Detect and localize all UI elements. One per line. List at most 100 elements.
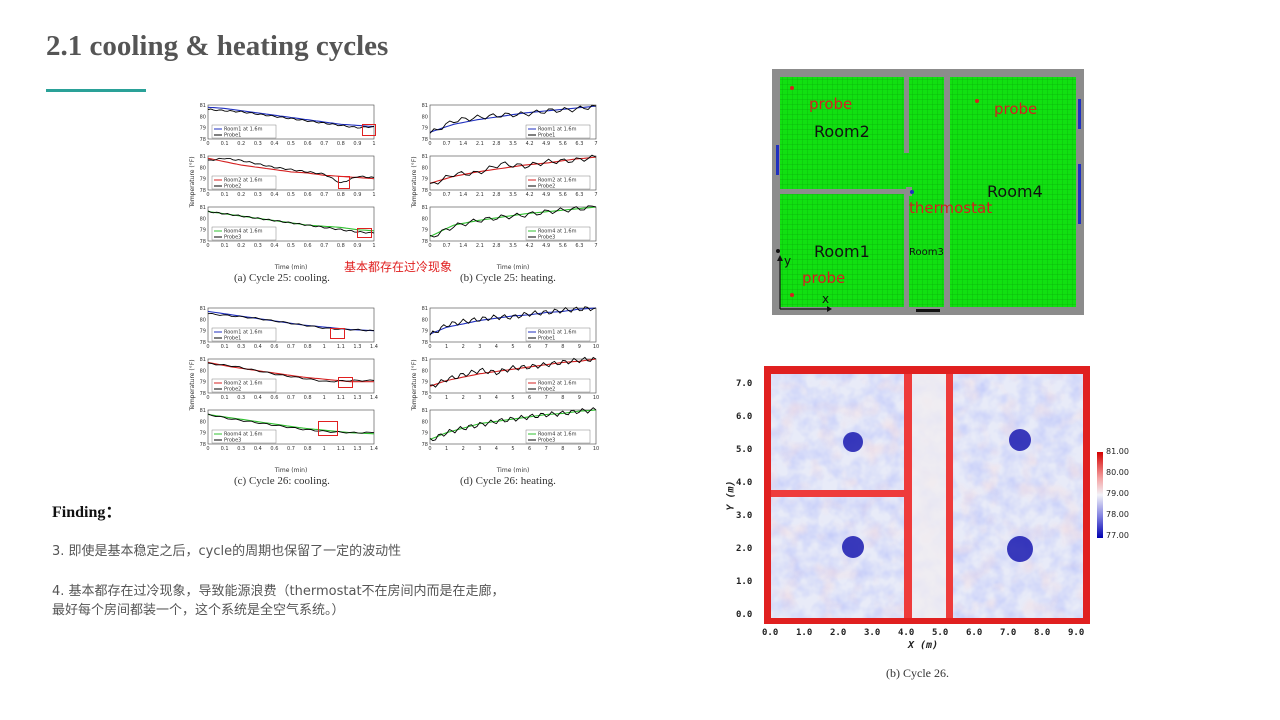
x-tick-label: 0.1 [221,141,229,147]
x-tick-label: 6 [528,344,531,350]
x-tick-label: 6 [528,395,531,401]
heatmap-caption: (b) Cycle 26. [886,666,949,680]
x-tick-label: 2 [462,344,465,350]
x-tick-label: 0.8 [337,243,345,249]
x-tick-label: 7.0 [1000,628,1017,638]
x-tick-label: 8 [561,395,564,401]
y-tick-label: 1.0 [736,577,753,587]
colorbar-tick-label: 79.00 [1106,489,1129,498]
wall [906,187,912,196]
x-tick-label: 0.6 [304,141,312,147]
x-tick-label: 0.3 [254,243,262,249]
x-tick-label: 4.2 [526,243,534,249]
y-tick-label: 80 [422,419,428,425]
x-tick-label: 4.2 [526,141,534,147]
colorbar-tick-label: 77.00 [1106,531,1129,540]
x-tick-label: 7 [594,141,597,147]
x-tick-label: 5.6 [559,243,567,249]
series-line-probe [429,407,597,442]
room1-label: Room1 [814,242,870,261]
series-line-probe [207,108,375,129]
x-tick-label: 0.7 [443,243,451,249]
y-tick-label: 79 [422,126,428,132]
x-tick-label: 2.0 [830,628,847,638]
x-tick-label: 0 [428,446,431,452]
legend-box [211,175,277,190]
x-tick-label: 9.0 [1068,628,1085,638]
x-tick-label: 0 [206,243,209,249]
finding-item-3: 3. 即使是基本稳定之后，cycle的周期也保留了一定的波动性 [52,544,402,559]
legend-label: Probe3 [538,235,555,241]
legend-box [525,226,591,241]
x-tick-label: 3.5 [509,243,517,249]
x-tick-label: 0 [206,395,209,401]
x-tick-label: 0 [428,344,431,350]
legend-label: Probe1 [538,133,555,139]
colorbar [1097,452,1103,538]
x-tick-label: 0.4 [270,141,278,147]
probe-marker [975,99,979,103]
y-tick-label: 78 [422,442,428,448]
x-tick-label: 1.4 [370,395,378,401]
x-tick-label: 0 [206,141,209,147]
y-tick-label: 0.0 [736,610,753,620]
x-tick-label: 4.2 [526,192,534,198]
x-tick-label: 0.5 [287,192,295,198]
room2-label: Room2 [814,122,870,141]
cold-spot [1009,429,1031,451]
chart-svg: Temperature (°F) 78 79 80 81 0 0.7 1.4 2.1 2.8 3.5… [411,103,598,271]
highlight-box [318,421,338,436]
x-tick-label: 0.6 [270,344,278,350]
colorbar-tick-label: 81.00 [1106,447,1129,456]
caption-c: (c) Cycle 26: cooling. [234,475,330,487]
x-tick-label: 0.9 [353,192,361,198]
x-tick-label: 5 [511,446,514,452]
y-tick-label: 81 [422,154,428,160]
x-tick-label: 0.4 [270,192,278,198]
y-axis-label: Temperature (°F) [411,359,418,411]
x-tick-label: 4 [495,446,498,452]
x-tick-label: 7 [545,395,548,401]
x-tick-label: 1.3 [353,344,361,350]
legend-box [525,378,591,393]
y-arrowhead [777,255,783,261]
caption-b: (b) Cycle 25: heating. [460,272,556,284]
y-tick-label: 79 [422,380,428,386]
floor-plan: Room2 Room4 Room1 Room3 probe probe prob… [772,69,1084,315]
x-tick-label: 0.1 [221,344,229,350]
x-tick-label: 1.1 [337,395,345,401]
highlight-box [338,377,353,388]
x-tick-label: 1.4 [370,344,378,350]
y-tick-label: 80 [200,114,206,120]
y-tick-label: 4.0 [736,478,753,488]
x-tick-label: 0.3 [237,446,245,452]
x-axis-label: x [822,292,829,306]
finding-item-4-line1: 4. 基本都存在过冷现象，导致能源浪费（thermostat不在房间内而是在走廊… [52,584,505,599]
chart-cycle26-heating: Temperature (°F) 78 79 80 81 0 1 2 3 4 5 6 7 8 9 10 Room… [410,305,600,474]
x-tick-label: 5.6 [559,192,567,198]
x-axis-label: Time (min) [496,264,530,270]
thermostat-label: thermostat [909,199,992,217]
x-tick-label: 0.3 [237,344,245,350]
legend-box [211,429,277,444]
x-tick-label: 1 [372,141,375,147]
y-tick-label: 79 [422,431,428,437]
x-tick-label: 1.3 [353,395,361,401]
x-tick-label: 2 [462,395,465,401]
window [1078,99,1081,129]
series-line-room [207,413,375,435]
x-tick-label: 7 [594,243,597,249]
x-tick-label: 1.4 [459,192,467,198]
x-tick-label: 6.3 [575,243,583,249]
x-tick-label: 6.0 [966,628,983,638]
x-tick-label: 0 [428,141,431,147]
y-tick-label: 80 [200,317,206,323]
series-line-probe [429,205,597,238]
heatmap-x-label: X (m) [908,640,939,651]
legend-label: Probe2 [224,184,241,190]
colorbar-tick-label: 78.00 [1106,510,1129,519]
cold-spot [843,432,863,452]
wall-band [946,374,953,618]
legend-label: Probe3 [224,438,241,444]
